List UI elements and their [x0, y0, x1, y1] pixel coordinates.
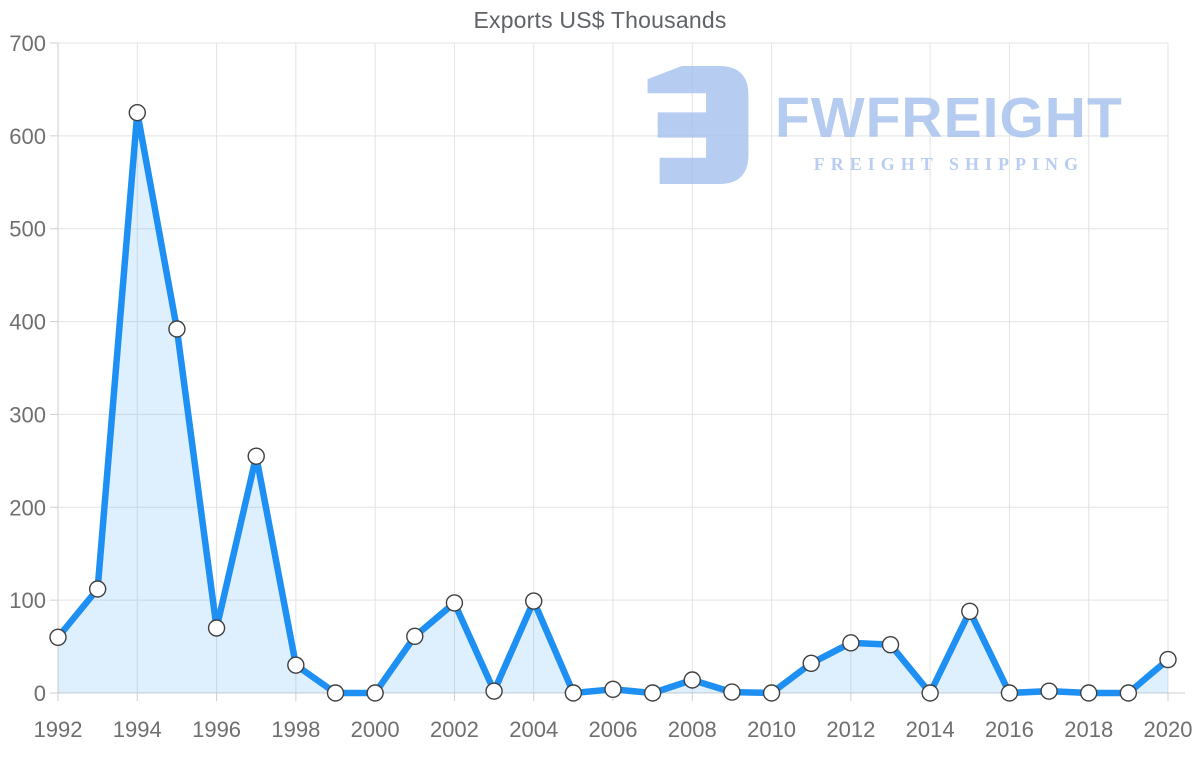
data-point-1993[interactable] [88, 580, 107, 598]
y-axis-label: 200 [9, 495, 46, 520]
data-point-2005[interactable] [564, 684, 583, 702]
y-axis-label: 300 [9, 402, 46, 427]
data-point-2020[interactable] [1159, 650, 1177, 669]
data-point-2007[interactable] [643, 684, 662, 702]
axis-labels: 0 100 200 300 400 500 600 700 1992 1994 1996 1998 20… [9, 31, 1192, 742]
x-axis-label: 2016 [985, 717, 1034, 742]
data-point-1997[interactable] [247, 447, 265, 465]
x-axis-label: 1992 [34, 717, 83, 742]
data-point-2018[interactable] [1080, 684, 1098, 702]
data-point-2000[interactable] [366, 684, 384, 702]
data-point-2009[interactable] [723, 683, 741, 701]
data-points [49, 103, 1177, 702]
data-point-2019[interactable] [1119, 684, 1138, 702]
area-fill [58, 112, 1168, 694]
data-point-1996[interactable] [207, 619, 226, 637]
chart-title: Exports US$ Thousands [473, 7, 727, 33]
data-point-1992[interactable] [49, 628, 67, 646]
data-point-2011[interactable] [802, 654, 820, 672]
data-point-2006[interactable] [604, 680, 622, 698]
y-axis-label: 700 [9, 31, 46, 56]
x-axis-label: 1994 [113, 717, 162, 742]
data-point-1999[interactable] [326, 684, 345, 702]
x-axis-label: 2012 [826, 717, 875, 742]
data-point-2002[interactable] [445, 594, 464, 612]
y-axis-label: 400 [9, 310, 46, 335]
x-axis-label: 2000 [351, 717, 400, 742]
y-axis-label: 600 [9, 124, 46, 149]
data-point-2001[interactable] [406, 627, 424, 646]
data-point-1994[interactable] [128, 103, 146, 122]
y-axis-label: 100 [9, 588, 46, 613]
data-point-2004[interactable] [525, 592, 543, 610]
data-point-1995[interactable] [168, 320, 186, 338]
x-axis-label: 2002 [430, 717, 479, 742]
x-axis-label: 2014 [906, 717, 955, 742]
x-axis-label: 2006 [589, 717, 638, 742]
data-point-2016[interactable] [1000, 684, 1019, 702]
y-axis-label: 0 [34, 681, 46, 706]
gridlines [50, 42, 1185, 701]
data-point-2017[interactable] [1040, 682, 1058, 700]
data-point-2012[interactable] [842, 634, 860, 652]
x-axis-label: 2004 [509, 717, 558, 742]
x-axis-label: 1998 [271, 717, 320, 742]
x-axis-label: 2018 [1064, 717, 1113, 742]
data-point-2013[interactable] [881, 636, 900, 654]
data-point-2010[interactable] [762, 684, 781, 702]
y-axis-label: 500 [9, 217, 46, 242]
x-axis-label: 1996 [192, 717, 241, 742]
data-point-2015[interactable] [961, 602, 979, 620]
data-point-2003[interactable] [485, 682, 503, 700]
x-axis-label: 2020 [1144, 717, 1193, 742]
data-point-1998[interactable] [287, 656, 305, 674]
x-axis-label: 2008 [668, 717, 717, 742]
data-point-2008[interactable] [683, 671, 701, 689]
x-axis-label: 2010 [747, 717, 796, 742]
data-point-2014[interactable] [921, 684, 939, 702]
